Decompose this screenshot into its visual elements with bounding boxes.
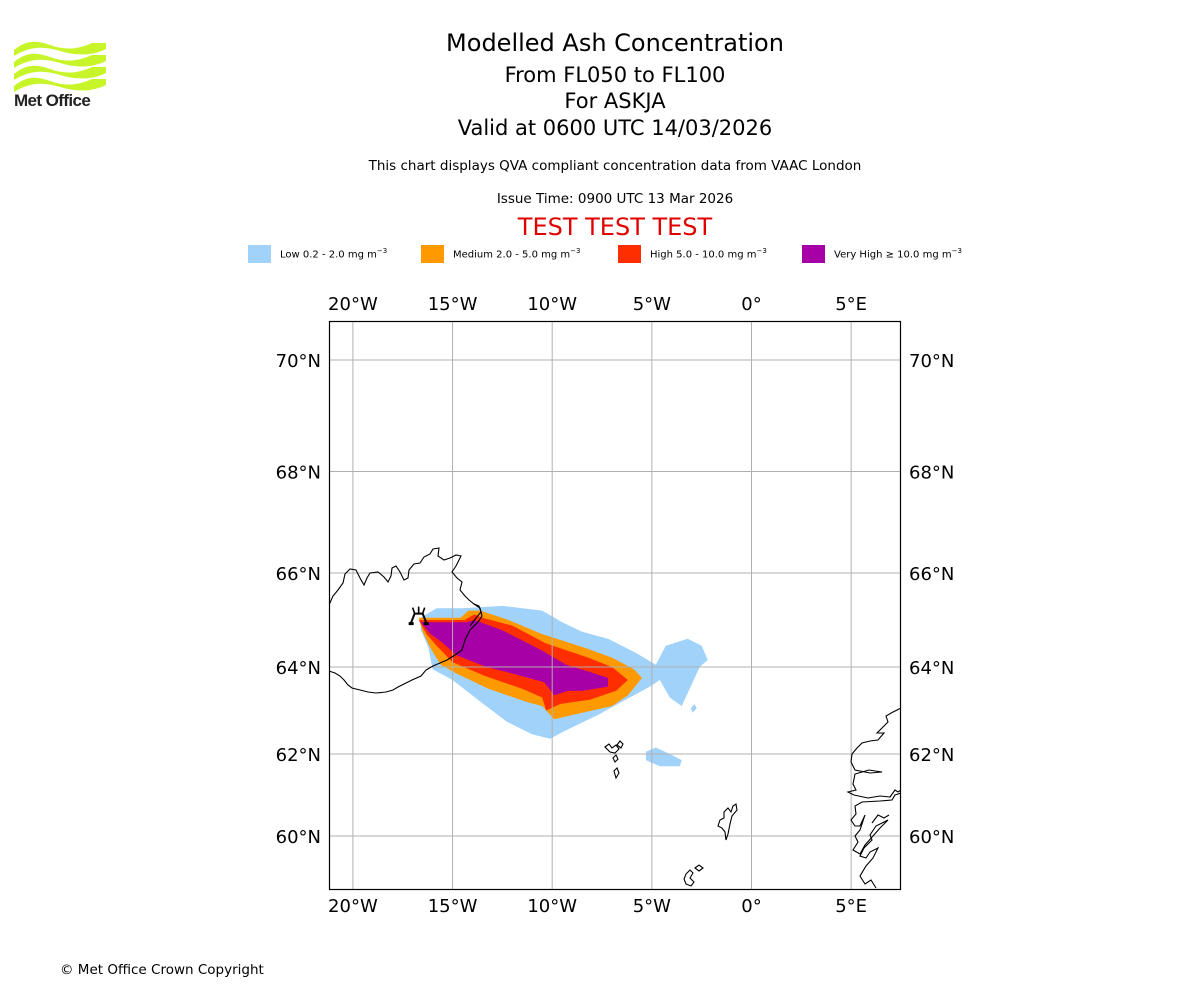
volcano-marker (408, 606, 429, 626)
map-frame (328, 320, 902, 891)
x-tick-label-top: 20°W (328, 294, 378, 315)
x-tick-label-top: 15°W (428, 294, 478, 315)
y-tick-label-right: 68°N (909, 463, 954, 484)
y-tick-label-left: 62°N (276, 745, 321, 766)
legend-label-high: High 5.0 - 10.0 mg m−3 (650, 247, 767, 261)
coastline-iceland-east (469, 603, 482, 627)
y-tick-label-left: 60°N (276, 827, 321, 848)
x-tick-label-top: 5°E (835, 294, 867, 315)
ash-region-low-2 (690, 704, 697, 713)
legend-swatch-low (248, 245, 271, 263)
legend-label-very-high: Very High ≥ 10.0 mg m−3 (834, 247, 962, 261)
chart-title: Modelled Ash Concentration (446, 29, 784, 57)
coastline-norway-south (850, 792, 901, 889)
coastline-norway (846, 707, 901, 799)
x-tick-label-bottom: 10°W (527, 896, 577, 917)
legend-swatch-medium (421, 245, 444, 263)
legend-label-low: Low 0.2 - 2.0 mg m−3 (280, 247, 388, 261)
logo-wave-1 (14, 41, 106, 56)
x-tick-label-top: 0° (741, 294, 761, 315)
logo-text: Met Office (14, 91, 91, 110)
coastline-norway-fjord (871, 814, 890, 824)
coastline-faroe-4 (613, 767, 620, 780)
axis-tick-labels: 20°W 20°W 15°W 15°W 10°W 10°W 5°W 5°W 0° 0° 5°E 5°E… (276, 294, 955, 917)
x-tick-label-top: 5°W (633, 294, 671, 315)
coastline-faroe-2 (616, 740, 624, 749)
flight-level-range: From FL050 to FL100 (504, 63, 726, 87)
legend-item-very-high: Very High ≥ 10.0 mg m−3 (802, 244, 962, 264)
chart-description: This chart displays QVA compliant concen… (368, 158, 862, 174)
y-tick-label-right: 60°N (909, 827, 954, 848)
legend-item-high: High 5.0 - 10.0 mg m−3 (618, 244, 767, 264)
y-tick-label-right: 64°N (909, 658, 954, 679)
volcano-name: For ASKJA (564, 89, 666, 113)
x-tick-label-top: 10°W (527, 294, 577, 315)
test-banner: TEST TEST TEST (517, 213, 713, 241)
coastlines (329, 547, 901, 889)
x-tick-label-bottom: 20°W (328, 896, 378, 917)
x-tick-label-bottom: 5°E (835, 896, 867, 917)
logo-wave-2 (14, 53, 106, 68)
y-tick-label-left: 68°N (276, 463, 321, 484)
y-tick-label-left: 70°N (276, 351, 321, 372)
coastline-orkney-2 (694, 864, 704, 872)
volcano-icon (408, 606, 429, 626)
legend-item-medium: Medium 2.0 - 5.0 mg m−3 (421, 244, 580, 264)
valid-time: Valid at 0600 UTC 14/03/2026 (457, 116, 773, 140)
coastline-iceland (329, 547, 483, 694)
x-tick-label-bottom: 5°W (633, 896, 671, 917)
legend-label-medium: Medium 2.0 - 5.0 mg m−3 (453, 247, 581, 261)
y-tick-label-right: 66°N (909, 564, 954, 585)
met-office-logo (14, 41, 106, 92)
ash-plume-layer (418, 605, 708, 767)
legend-swatch-high (618, 245, 641, 263)
coastline-faroe-1 (604, 743, 620, 754)
legend-swatch-very-high (802, 245, 825, 263)
y-tick-label-right: 62°N (909, 745, 954, 766)
ash-region-very-high-0 (420, 620, 608, 696)
y-tick-label-left: 66°N (276, 564, 321, 585)
volcano-eruption-plume (411, 606, 426, 614)
coastline-orkney (683, 869, 695, 887)
coastline-shetland (717, 803, 738, 841)
ash-region-low-1 (645, 747, 682, 767)
y-tick-label-right: 70°N (909, 351, 954, 372)
x-tick-label-bottom: 15°W (428, 896, 478, 917)
x-tick-label-bottom: 0° (741, 896, 761, 917)
logo-wave-3 (14, 65, 106, 80)
copyright-notice: © Met Office Crown Copyright (60, 962, 264, 978)
issue-time: Issue Time: 0900 UTC 13 Mar 2026 (496, 191, 734, 207)
y-tick-label-left: 64°N (276, 658, 321, 679)
coastline-faroe-3 (612, 754, 619, 763)
logo-wave-4 (14, 77, 106, 92)
legend-item-low: Low 0.2 - 2.0 mg m−3 (248, 244, 387, 264)
graticule (329, 321, 901, 890)
